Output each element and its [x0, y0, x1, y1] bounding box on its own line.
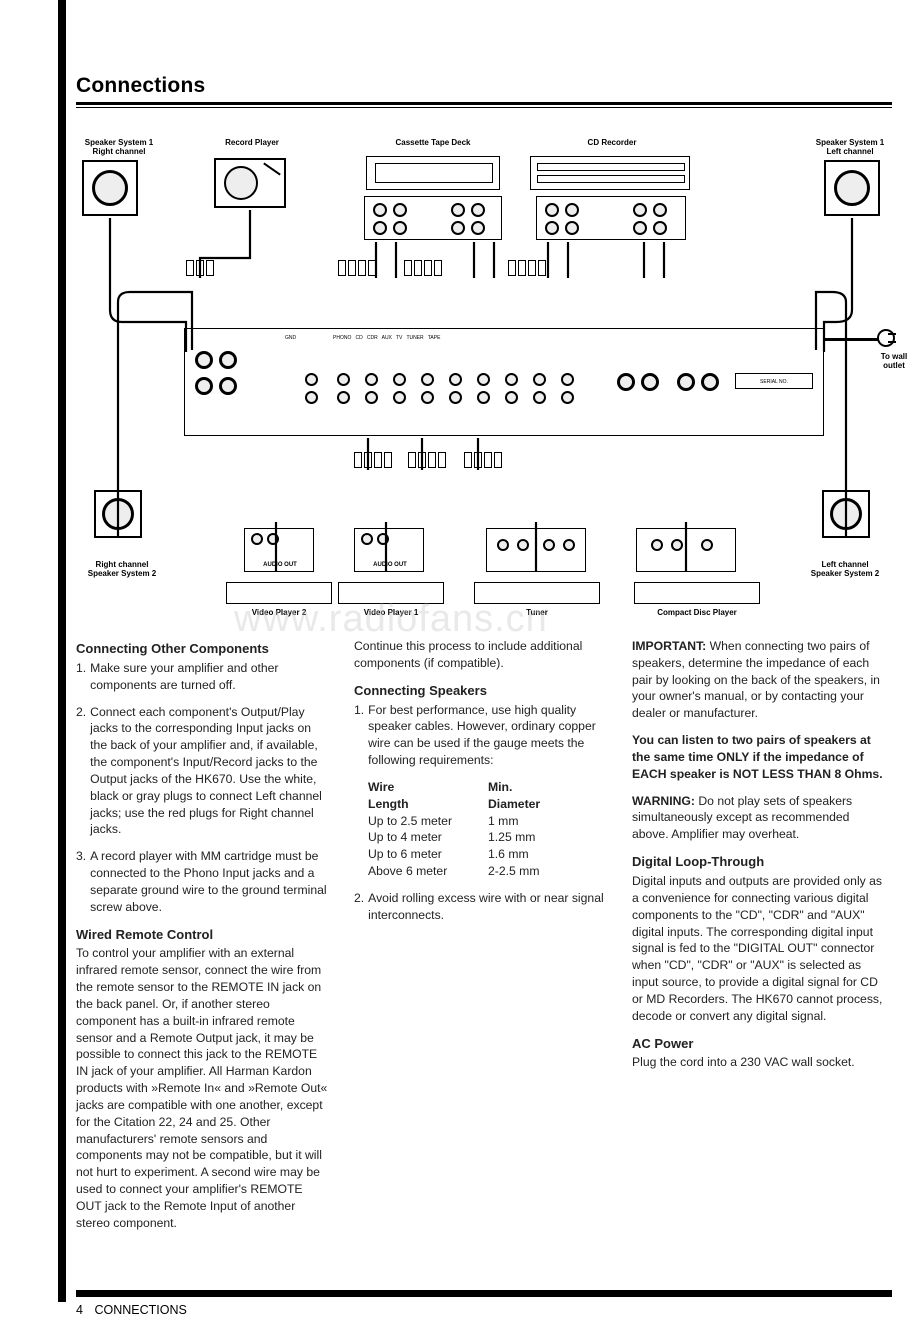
footer-text: 4 CONNECTIONS	[76, 1297, 892, 1335]
title-rule-thick	[76, 102, 892, 105]
page-title: Connections	[76, 74, 892, 102]
c1-p2: To control your amplifier with an extern…	[76, 945, 330, 1231]
wt-r1c2: 1.25 mm	[488, 829, 588, 846]
c2-p0: Continue this process to include additio…	[354, 638, 608, 672]
heading-wired-remote: Wired Remote Control	[76, 926, 330, 944]
c1-li1: Make sure your amplifier and other compo…	[90, 660, 330, 694]
title-rule-thin	[76, 107, 892, 108]
wt-r3c1: Above 6 meter	[368, 863, 488, 880]
c2-li2: Avoid rolling excess wire with or near s…	[368, 890, 608, 924]
column-2: Continue this process to include additio…	[354, 638, 608, 1242]
c3-p1: Digital inputs and outputs are provided …	[632, 873, 886, 1024]
wt-r0c1: Up to 2.5 meter	[368, 813, 488, 830]
c3-listen-bold: You can listen to two pairs of speakers …	[632, 732, 886, 782]
wt-h1: WireLength	[368, 779, 488, 813]
connections-diagram: Speaker System 1Right channel Record Pla…	[76, 142, 896, 632]
wt-r0c2: 1 mm	[488, 813, 588, 830]
wt-h2: Min.Diameter	[488, 779, 588, 813]
c1-li2: Connect each component's Output/Play jac…	[90, 704, 330, 839]
column-3: IMPORTANT: When connecting two pairs of …	[632, 638, 886, 1242]
wt-r3c2: 2-2.5 mm	[488, 863, 588, 880]
wire-gauge-table: WireLengthMin.Diameter Up to 2.5 meter1 …	[368, 779, 608, 880]
wt-r2c2: 1.6 mm	[488, 846, 588, 863]
body-columns: Connecting Other Components 1.Make sure …	[76, 638, 892, 1242]
wt-r1c1: Up to 4 meter	[368, 829, 488, 846]
c2-li1: For best performance, use high quality s…	[368, 702, 608, 769]
column-1: Connecting Other Components 1.Make sure …	[76, 638, 330, 1242]
heading-ac-power: AC Power	[632, 1035, 886, 1053]
c3-warning: WARNING: Do not play sets of speakers si…	[632, 793, 886, 843]
c3-important: IMPORTANT: When connecting two pairs of …	[632, 638, 886, 722]
watermark: www.radiofans.cn	[234, 598, 548, 641]
c3-p2: Plug the cord into a 230 VAC wall socket…	[632, 1054, 886, 1071]
footer-rule	[76, 1290, 892, 1297]
heading-connecting-speakers: Connecting Speakers	[354, 682, 608, 700]
wt-r2c1: Up to 6 meter	[368, 846, 488, 863]
footer-section: CONNECTIONS	[94, 1303, 186, 1317]
heading-connecting-components: Connecting Other Components	[76, 640, 330, 658]
c1-li3: A record player with MM cartridge must b…	[90, 848, 330, 915]
heading-digital-loop: Digital Loop-Through	[632, 853, 886, 871]
footer-page-number: 4	[76, 1303, 83, 1317]
left-margin-bar	[58, 0, 66, 1302]
